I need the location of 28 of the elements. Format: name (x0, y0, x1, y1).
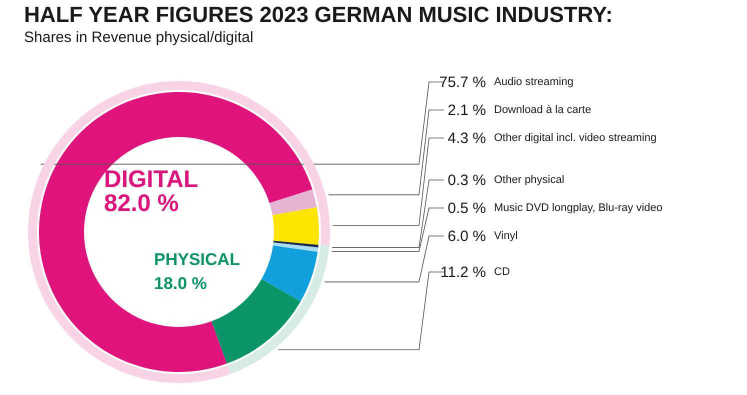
chart-title: HALF YEAR FIGURES 2023 GERMAN MUSIC INDUSTRY: (24, 2, 613, 27)
donut-slice (28, 81, 330, 383)
donut-slice (39, 92, 312, 372)
data-label: 18.0 % (154, 274, 207, 293)
slice-label: Audio streaming (494, 76, 574, 88)
chart-subtitle: Shares in Revenue physical/digital (24, 29, 254, 46)
slice-label: Music DVD longplay, Blu-ray video (494, 202, 663, 214)
donut-slice (273, 240, 318, 248)
data-label: 82.0 % (104, 190, 179, 217)
data-label: 2.1 % (448, 102, 486, 119)
slice-label: Vinyl (494, 230, 518, 242)
slice-label: DIGITAL (104, 166, 198, 193)
data-label: 6.0 % (448, 228, 486, 245)
slice-label: Download à la carte (494, 104, 592, 116)
data-label: 0.3 % (448, 172, 486, 189)
slice-label: Other digital incl. video streaming (494, 132, 657, 144)
donut-slice (273, 242, 318, 252)
slice-label: CD (494, 266, 510, 278)
data-label: 0.5 % (448, 200, 486, 217)
data-label: 4.3 % (448, 130, 486, 147)
slice-label: PHYSICAL (154, 250, 240, 269)
donut-slice (272, 207, 319, 245)
donut-slice (211, 279, 301, 364)
data-label: 75.7 % (439, 74, 486, 91)
slice-label: Other physical (494, 174, 564, 186)
donut-slice (262, 245, 318, 302)
data-label: 11.2 % (440, 264, 486, 281)
donut-slice (269, 189, 317, 216)
